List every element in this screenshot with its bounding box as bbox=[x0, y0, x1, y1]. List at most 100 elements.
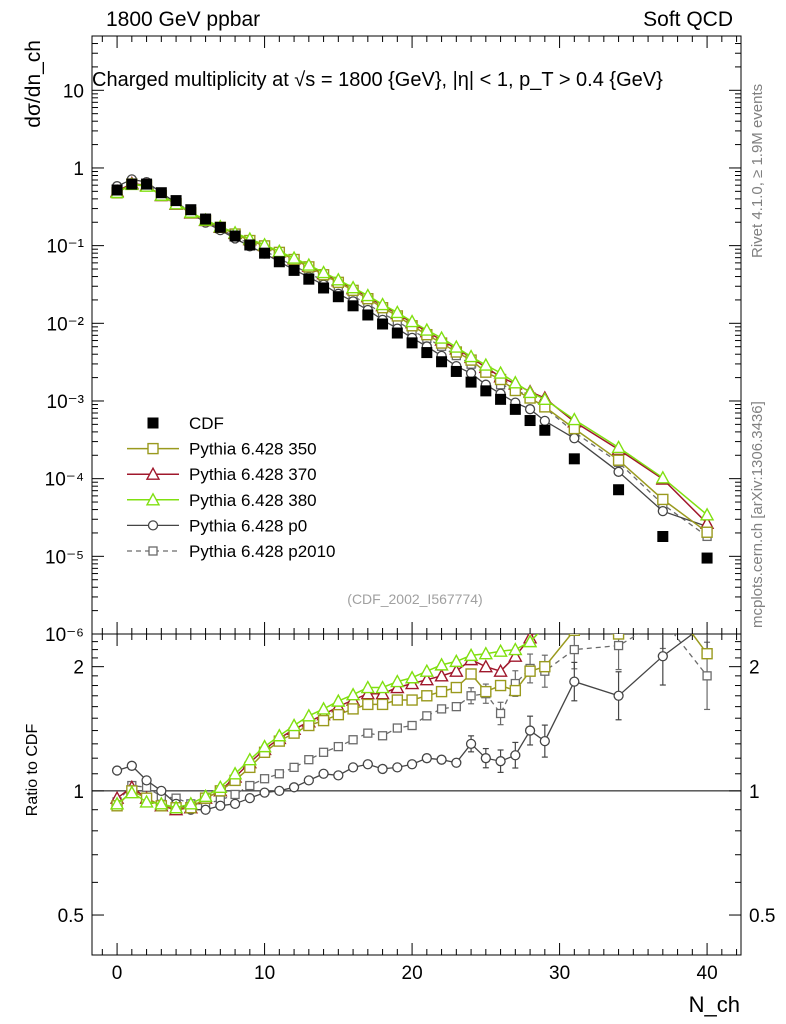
x-tick-label: 10 bbox=[254, 963, 275, 984]
ratio-marker bbox=[465, 738, 477, 749]
legend-label: Pythia 6.428 350 bbox=[189, 440, 317, 459]
x-tick-label: 0 bbox=[112, 963, 123, 984]
ratio-marker bbox=[539, 660, 551, 673]
series-marker bbox=[286, 250, 302, 264]
data-point-cdf bbox=[200, 213, 212, 225]
ratio-marker bbox=[659, 616, 667, 624]
ratio-marker bbox=[569, 676, 580, 687]
ratio-marker bbox=[168, 800, 184, 814]
series-marker bbox=[569, 433, 580, 444]
ratio-marker bbox=[422, 711, 432, 721]
x-tick-label: 40 bbox=[697, 963, 718, 984]
ratio-marker bbox=[404, 670, 420, 684]
series-marker bbox=[493, 365, 508, 379]
ratio-marker bbox=[524, 725, 536, 736]
ratio-marker bbox=[274, 785, 285, 796]
legend-item: CDF bbox=[147, 414, 224, 433]
data-point-cdf bbox=[303, 273, 315, 285]
ratio-marker bbox=[421, 753, 432, 764]
data-point-cdf bbox=[406, 337, 418, 349]
series-marker bbox=[611, 440, 626, 454]
data-point-cdf bbox=[465, 376, 477, 388]
ratio-marker bbox=[494, 679, 507, 692]
data-point-cdf bbox=[170, 195, 182, 207]
ratio-marker bbox=[229, 798, 241, 809]
data-point-cdf bbox=[391, 327, 403, 339]
ratio-marker bbox=[111, 765, 123, 776]
ratio-marker bbox=[510, 750, 521, 761]
ratio-marker bbox=[288, 782, 300, 793]
ratio-marker bbox=[390, 674, 405, 688]
series-marker bbox=[655, 470, 671, 484]
data-point-cdf bbox=[318, 282, 330, 294]
series-marker bbox=[390, 304, 405, 319]
series-marker bbox=[612, 454, 625, 466]
ratio-y-axis-label: Ratio to CDF bbox=[24, 724, 41, 817]
ratio-marker bbox=[568, 588, 580, 599]
legend-item: Pythia 6.428 370 bbox=[127, 465, 317, 484]
y-axis-label: dσ/dn_ch bbox=[22, 40, 45, 128]
legend-label: Pythia 6.428 p2010 bbox=[189, 542, 336, 561]
ratio-marker bbox=[331, 693, 346, 707]
series-marker bbox=[463, 349, 479, 363]
series-marker bbox=[567, 412, 582, 426]
ratio-marker bbox=[245, 780, 255, 791]
series-marker bbox=[331, 272, 346, 286]
data-point-cdf bbox=[259, 247, 271, 259]
ratio-marker bbox=[109, 796, 125, 810]
y-tick-label: 10⁻⁶ bbox=[45, 625, 84, 646]
series-marker bbox=[701, 526, 713, 538]
data-point-cdf bbox=[332, 291, 344, 303]
legend-label: Pythia 6.428 380 bbox=[189, 491, 317, 510]
ratio-marker bbox=[227, 766, 243, 780]
series-marker bbox=[465, 368, 477, 379]
series-marker bbox=[537, 391, 553, 406]
ratio-marker bbox=[419, 663, 435, 677]
data-point-cdf bbox=[288, 264, 300, 276]
ratio-marker bbox=[377, 731, 388, 741]
ratio-marker bbox=[345, 687, 361, 701]
ratio-marker bbox=[156, 785, 167, 796]
y-tick-label: 10⁻⁵ bbox=[45, 547, 84, 568]
ratio-marker bbox=[392, 762, 403, 773]
data-point-cdf bbox=[185, 204, 197, 216]
ratio-marker bbox=[406, 694, 418, 706]
series-marker bbox=[345, 280, 361, 294]
ratio-marker bbox=[702, 671, 712, 681]
ratio-marker bbox=[508, 642, 523, 656]
ratio-marker bbox=[363, 728, 373, 738]
x-axis-label: N_ch bbox=[689, 992, 740, 1017]
ratio-marker bbox=[451, 701, 461, 712]
legend-label: CDF bbox=[189, 414, 224, 433]
series-marker bbox=[508, 375, 523, 389]
ratio-marker bbox=[449, 663, 464, 677]
ratio-marker bbox=[347, 703, 359, 715]
data-point-cdf bbox=[495, 393, 507, 405]
series-marker bbox=[478, 357, 494, 371]
ratio-marker bbox=[272, 728, 287, 742]
ratio-marker bbox=[406, 759, 418, 770]
ratio-marker bbox=[333, 770, 344, 781]
ratio-marker bbox=[478, 646, 494, 660]
ratio-marker bbox=[242, 752, 258, 766]
data-point-cdf bbox=[657, 530, 669, 542]
series-marker bbox=[360, 288, 376, 302]
ratio-marker bbox=[332, 708, 345, 721]
ratio-marker bbox=[139, 794, 154, 808]
series-marker bbox=[404, 314, 420, 328]
y-tick-label: 10⁻³ bbox=[47, 392, 85, 413]
data-point-cdf bbox=[111, 184, 123, 196]
data-point-cdf bbox=[141, 178, 153, 190]
ratio-marker bbox=[480, 685, 492, 698]
ratio-line bbox=[116, 634, 708, 809]
ratio-line bbox=[116, 634, 539, 809]
ratio-marker bbox=[318, 768, 329, 779]
data-point-cdf bbox=[480, 385, 492, 397]
y-tick-label: 10⁻² bbox=[47, 314, 85, 335]
ratio-marker bbox=[360, 680, 376, 694]
data-point-cdf bbox=[244, 239, 256, 251]
ratio-marker bbox=[407, 720, 417, 731]
series-line bbox=[116, 183, 708, 516]
ratio-marker bbox=[126, 760, 137, 771]
